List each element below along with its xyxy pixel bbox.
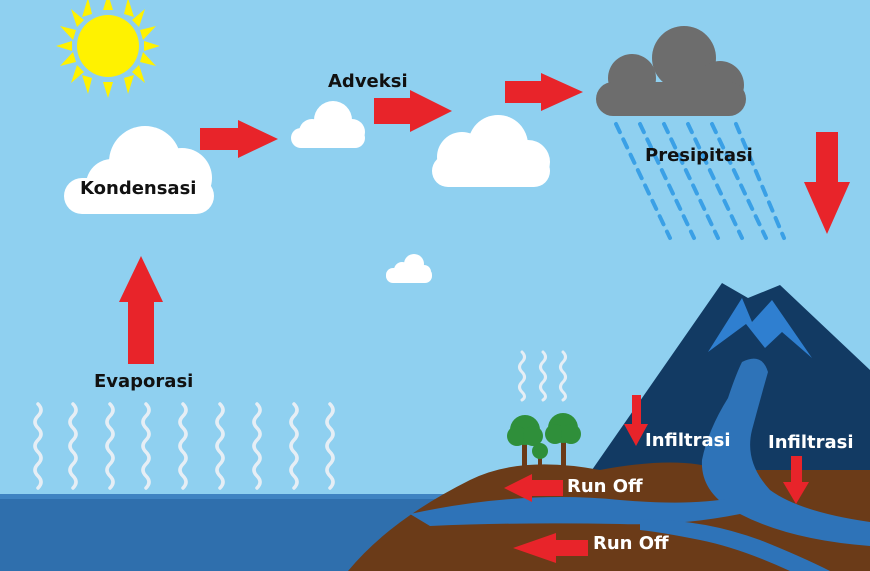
land-evaporation-waves bbox=[518, 350, 567, 402]
sun-icon bbox=[56, 0, 160, 98]
sea-surface bbox=[0, 494, 870, 499]
arrow-runoff-upper bbox=[504, 474, 563, 502]
label-runoff-lower: Run Off bbox=[593, 533, 669, 554]
evaporation-waves bbox=[33, 402, 335, 490]
arrow-presipitasi-down bbox=[804, 132, 850, 234]
label-infiltrasi-left: Infiltrasi bbox=[645, 430, 731, 451]
arrow-adveksi-1 bbox=[374, 90, 452, 132]
label-presipitasi: Presipitasi bbox=[645, 145, 753, 166]
arrow-adveksi-2 bbox=[505, 73, 583, 111]
cloud-medium bbox=[432, 115, 550, 187]
rain-drops bbox=[614, 122, 786, 240]
label-evaporasi: Evaporasi bbox=[94, 371, 194, 392]
rain-cloud-icon bbox=[596, 26, 746, 116]
label-adveksi: Adveksi bbox=[328, 71, 408, 92]
river bbox=[410, 358, 870, 571]
mountain bbox=[585, 283, 870, 480]
trees bbox=[507, 413, 581, 476]
arrow-runoff-lower bbox=[513, 533, 588, 563]
cloud-kondensasi bbox=[64, 126, 214, 214]
label-infiltrasi-right: Infiltrasi bbox=[768, 432, 854, 453]
arrow-infiltrasi-left bbox=[624, 395, 648, 446]
arrow-evaporasi bbox=[119, 256, 163, 364]
cloud-small-1 bbox=[291, 101, 365, 148]
label-runoff-upper: Run Off bbox=[567, 476, 643, 497]
label-kondensasi: Kondensasi bbox=[80, 178, 197, 199]
arrow-kondensasi-to-cloud bbox=[200, 120, 278, 158]
arrow-infiltrasi-right bbox=[783, 456, 809, 504]
cloud-small-2 bbox=[386, 254, 432, 283]
